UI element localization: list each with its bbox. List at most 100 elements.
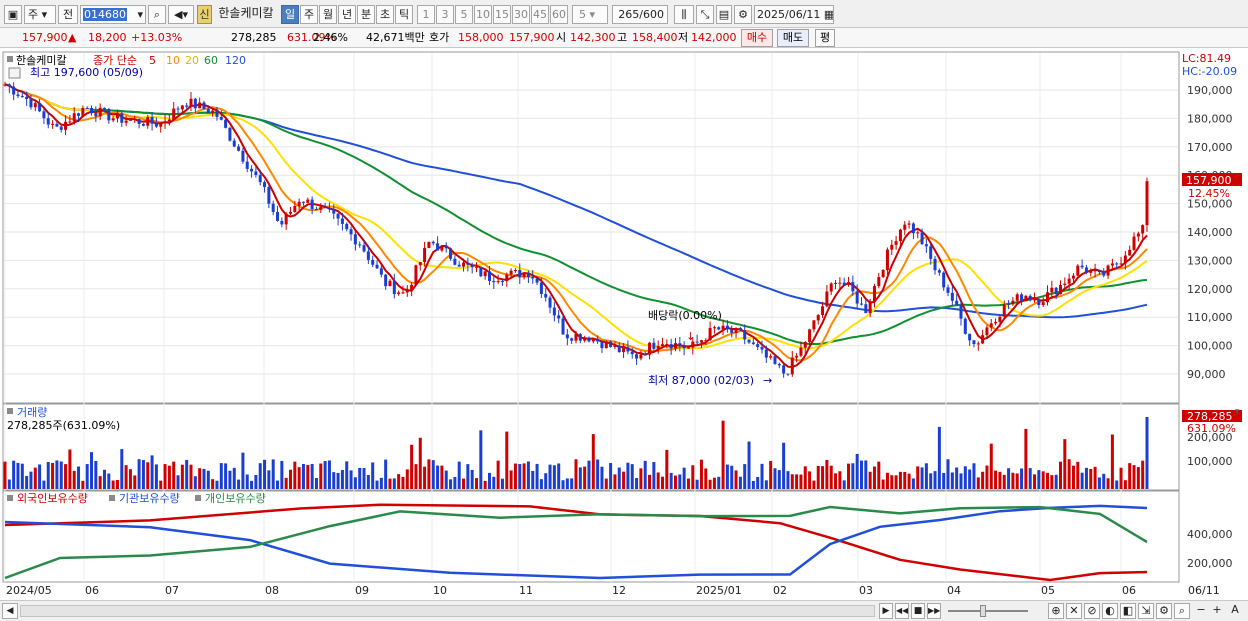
new-badge[interactable]: 신 bbox=[197, 5, 212, 24]
candle-body bbox=[436, 243, 440, 251]
legend-square-icon bbox=[7, 56, 13, 62]
prefix-button[interactable]: 전 bbox=[58, 5, 78, 24]
interval-select[interactable]: 5 ▾ bbox=[572, 5, 608, 24]
market-type-select[interactable]: 주 ▾ bbox=[24, 5, 56, 24]
volume-bar bbox=[574, 459, 578, 489]
legend-stock-name: 한솔케미칼 bbox=[16, 54, 67, 67]
volume-bar bbox=[46, 461, 50, 489]
zoom-slider[interactable] bbox=[948, 610, 1028, 612]
candle-body bbox=[301, 201, 305, 203]
count-input[interactable]: 265/600 bbox=[612, 5, 668, 24]
interval-10-button[interactable]: 10 bbox=[474, 5, 492, 24]
volume-bar bbox=[1020, 468, 1024, 489]
save-icon[interactable]: ▤ bbox=[716, 5, 732, 24]
volume-bar bbox=[358, 467, 362, 489]
gear-icon[interactable]: ⚙ bbox=[734, 5, 752, 24]
candle-body bbox=[163, 121, 167, 123]
candle-body bbox=[613, 345, 617, 347]
volume-bar bbox=[319, 463, 323, 489]
stock-code-input[interactable]: 014680 ▾ bbox=[80, 5, 146, 24]
interval-30-button[interactable]: 30 bbox=[512, 5, 530, 24]
camera-icon[interactable]: ◧ bbox=[1120, 603, 1136, 619]
holding-tick-400k: 400,000 bbox=[1187, 528, 1233, 541]
volume-bar bbox=[159, 480, 163, 489]
period-day-tab[interactable]: 일 bbox=[281, 5, 299, 24]
volume-bar bbox=[462, 478, 466, 489]
candle-body bbox=[596, 338, 600, 342]
plus-icon[interactable]: + bbox=[1212, 603, 1222, 616]
volume-bar bbox=[929, 473, 933, 489]
config-icon[interactable]: ⚙ bbox=[1156, 603, 1172, 619]
volume-bars bbox=[3, 417, 1149, 489]
period-year-tab[interactable]: 년 bbox=[338, 5, 356, 24]
draw-tool-icon[interactable]: ⤡ bbox=[696, 5, 714, 24]
stop-icon[interactable]: ■ bbox=[911, 603, 925, 619]
candle-body bbox=[565, 334, 569, 339]
cross-icon[interactable]: ✕ bbox=[1066, 603, 1082, 619]
sell-button[interactable]: 매도 bbox=[777, 29, 809, 47]
candle-body bbox=[1011, 300, 1015, 305]
candle-body bbox=[3, 84, 7, 86]
holding-square-icon-2 bbox=[109, 495, 115, 501]
scrollbar-track[interactable] bbox=[20, 605, 875, 617]
legend-ma5: 5 bbox=[149, 54, 156, 67]
volume-bar bbox=[267, 470, 271, 489]
holding-square-icon bbox=[7, 495, 13, 501]
candle-body bbox=[20, 96, 24, 98]
period-week-tab[interactable]: 주 bbox=[300, 5, 318, 24]
candle-body bbox=[462, 262, 466, 267]
search-tool-icon[interactable]: ⌕ bbox=[1174, 603, 1190, 619]
current-price-tag-value: 157,900 bbox=[1186, 174, 1232, 187]
period-month-tab[interactable]: 월 bbox=[319, 5, 337, 24]
interval-1-button[interactable]: 1 bbox=[417, 5, 435, 24]
volume-bar bbox=[552, 465, 556, 489]
volume-bar bbox=[427, 459, 431, 489]
avg-button[interactable]: 평 bbox=[815, 29, 835, 47]
link-icon[interactable]: ⊘ bbox=[1084, 603, 1100, 619]
candle-body bbox=[310, 199, 314, 209]
minus-icon[interactable]: − bbox=[1196, 603, 1206, 616]
candle-body bbox=[933, 258, 937, 271]
rewind-icon[interactable]: ◀◀ bbox=[895, 603, 909, 619]
pointer-icon[interactable]: ⇲ bbox=[1138, 603, 1154, 619]
volume-bar bbox=[561, 480, 565, 489]
chart-area[interactable]: 한솔케미칼 종가 단순 5 10 20 60 120 최고 197,600 (0… bbox=[0, 48, 1248, 600]
period-tick-tab[interactable]: 틱 bbox=[395, 5, 413, 24]
interval-45-button[interactable]: 45 bbox=[531, 5, 549, 24]
candle-body bbox=[1119, 263, 1123, 265]
interval-15-button[interactable]: 15 bbox=[493, 5, 511, 24]
period-second-tab[interactable]: 초 bbox=[376, 5, 394, 24]
interval-3-button[interactable]: 3 bbox=[436, 5, 454, 24]
volume-bar bbox=[652, 461, 656, 489]
table-icon[interactable] bbox=[8, 67, 21, 79]
date-input[interactable]: 2025/06/11 ▦ bbox=[754, 5, 834, 24]
volume-bar bbox=[500, 478, 504, 489]
zoom-slider-handle[interactable] bbox=[980, 605, 986, 617]
candle-body bbox=[570, 338, 574, 341]
chart-svg[interactable]: 한솔케미칼 종가 단순 5 10 20 60 120 최고 197,600 (0… bbox=[0, 48, 1248, 600]
volume-bar bbox=[522, 463, 526, 489]
speaker-icon[interactable]: ◀▾ bbox=[168, 5, 194, 24]
magnify-icon[interactable]: ⊕ bbox=[1048, 603, 1064, 619]
font-size-icon[interactable]: A bbox=[1231, 603, 1239, 616]
interval-5-button[interactable]: 5 bbox=[455, 5, 473, 24]
period-minute-tab[interactable]: 분 bbox=[357, 5, 375, 24]
collapse-icon[interactable]: ▾ bbox=[1235, 407, 1240, 417]
buy-button[interactable]: 매수 bbox=[741, 29, 773, 47]
window-menu-icon[interactable]: ▣ bbox=[4, 5, 22, 24]
volume-bar bbox=[401, 476, 405, 489]
low-note: 최저 87,000 (02/03) bbox=[648, 374, 754, 387]
scroll-left-icon[interactable]: ◀ bbox=[2, 603, 18, 619]
candle-body bbox=[293, 205, 297, 212]
candle-body bbox=[552, 307, 556, 316]
search-icon[interactable]: ⌕ bbox=[148, 5, 166, 24]
volume-bar bbox=[1097, 477, 1101, 489]
play-icon[interactable]: ▶ bbox=[879, 603, 893, 619]
interval-60-button[interactable]: 60 bbox=[550, 5, 568, 24]
forward-icon[interactable]: ▶▶ bbox=[927, 603, 941, 619]
palette-icon[interactable]: ◐ bbox=[1102, 603, 1118, 619]
candle-body bbox=[734, 328, 738, 333]
volume-bar bbox=[825, 459, 829, 489]
candle-chart-icon[interactable]: ⫼ bbox=[674, 5, 694, 24]
candle-body bbox=[1063, 283, 1067, 286]
